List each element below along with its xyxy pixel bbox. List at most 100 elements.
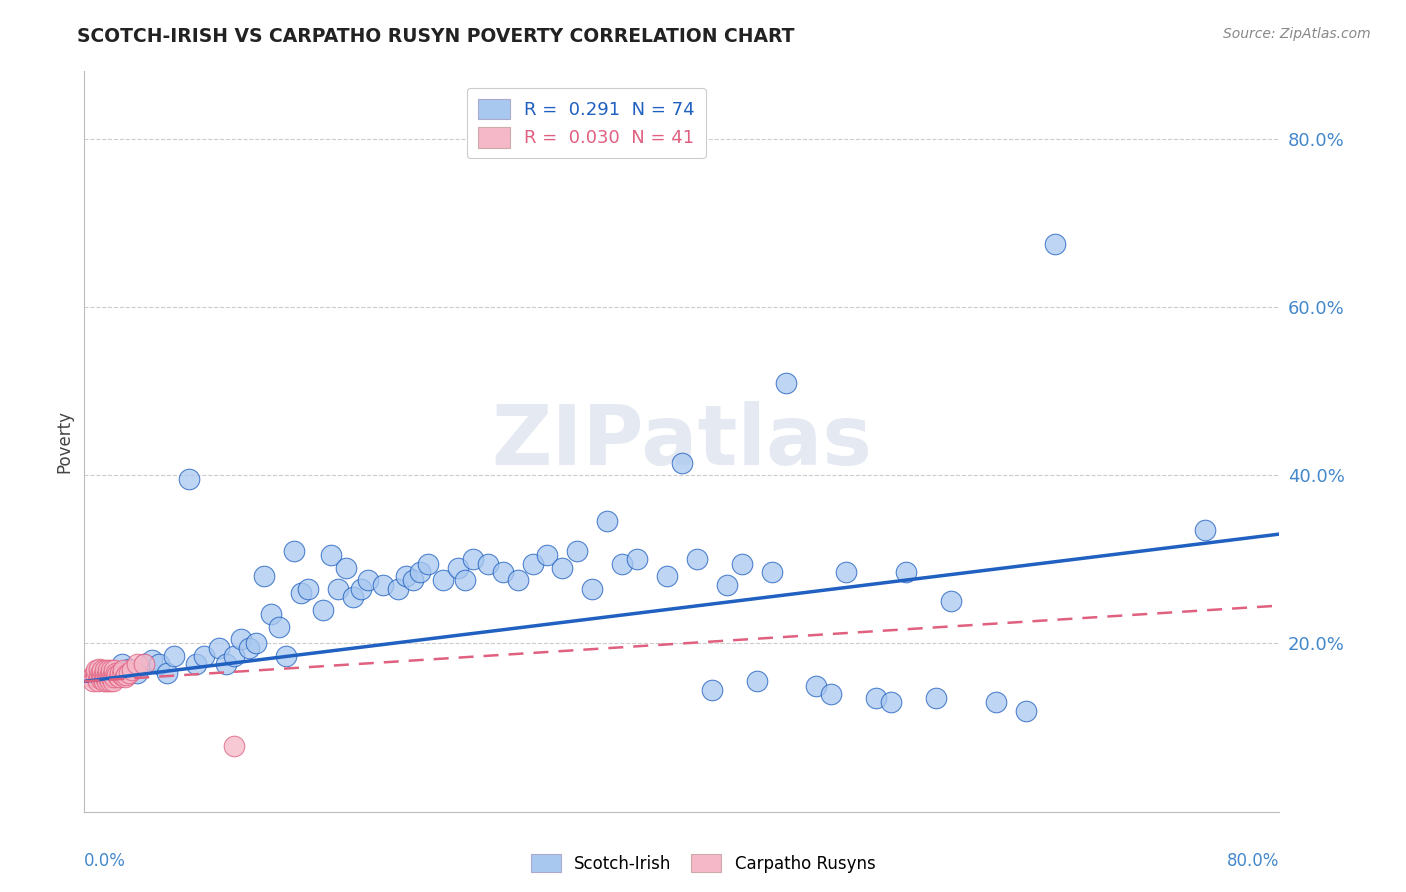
Y-axis label: Poverty: Poverty [55,410,73,473]
Point [222,649,245,664]
Point [155,665,177,680]
Point [132,657,156,672]
Point [1045,236,1067,251]
Point [80,670,103,684]
Point [90,665,112,680]
Point [245,636,267,650]
Point [104,665,127,680]
Point [111,668,134,682]
Point [93,674,115,689]
Point [461,552,484,566]
Point [208,640,231,655]
Point [125,657,148,672]
Point [96,674,118,689]
Point [163,649,186,664]
Point [94,664,117,678]
Legend: Scotch-Irish, Carpatho Rusyns: Scotch-Irish, Carpatho Rusyns [524,847,882,880]
Point [222,739,245,753]
Point [387,582,409,596]
Point [91,670,114,684]
Point [98,668,121,682]
Point [731,557,754,571]
Point [91,664,114,678]
Point [125,665,148,680]
Point [820,687,842,701]
Point [581,582,603,596]
Point [350,582,373,596]
Point [297,582,319,596]
Point [775,376,797,390]
Point [177,472,200,486]
Point [373,577,395,591]
Point [86,670,108,684]
Point [447,560,470,574]
Point [83,665,105,680]
Point [193,649,215,664]
Point [880,695,903,709]
Point [1194,523,1216,537]
Point [141,653,163,667]
Point [114,670,136,684]
Point [567,544,589,558]
Point [671,456,693,470]
Point [865,691,887,706]
Point [835,565,858,579]
Point [107,670,129,684]
Point [596,515,619,529]
Point [806,679,828,693]
Point [925,691,948,706]
Point [342,590,364,604]
Point [101,668,124,682]
Point [716,577,738,591]
Point [110,665,132,680]
Point [522,557,544,571]
Point [118,662,141,676]
Point [402,574,425,588]
Point [260,607,283,621]
Point [238,640,260,655]
Point [416,557,439,571]
Point [612,557,634,571]
Point [745,674,768,689]
Point [148,657,170,672]
Point [86,664,108,678]
Point [283,544,305,558]
Point [409,565,432,579]
Point [477,557,499,571]
Point [97,670,120,684]
Text: Source: ZipAtlas.com: Source: ZipAtlas.com [1223,27,1371,41]
Point [98,674,121,689]
Point [112,664,135,678]
Point [231,632,253,647]
Point [1014,704,1036,718]
Point [103,670,125,684]
Point [492,565,515,579]
Legend: R =  0.291  N = 74, R =  0.030  N = 41: R = 0.291 N = 74, R = 0.030 N = 41 [467,87,706,159]
Point [319,548,342,562]
Point [111,657,134,672]
Point [96,667,118,681]
Point [103,664,125,678]
Point [101,674,124,689]
Point [328,582,350,596]
Text: 0.0%: 0.0% [84,853,127,871]
Point [89,668,111,682]
Point [939,594,962,608]
Point [100,664,122,678]
Point [536,548,558,562]
Point [700,682,723,697]
Point [312,603,335,617]
Point [90,672,112,686]
Point [274,649,297,664]
Point [551,560,574,574]
Point [103,665,125,680]
Point [100,670,122,684]
Point [267,619,290,633]
Point [894,565,917,579]
Point [87,674,110,689]
Point [89,662,111,676]
Point [626,552,648,566]
Point [394,569,416,583]
Point [432,574,454,588]
Point [215,657,238,672]
